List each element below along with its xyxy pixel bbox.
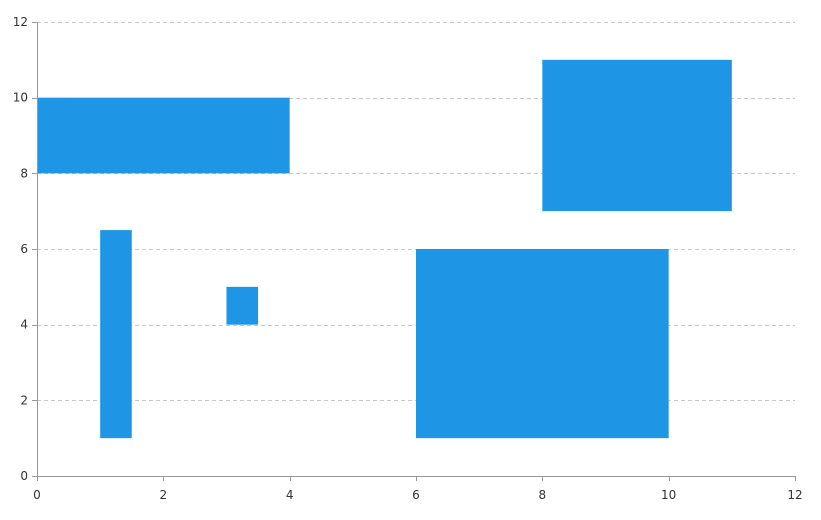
rectangle-4	[226, 286, 259, 325]
y-tick-label: 0	[20, 469, 28, 483]
rectangle-2	[542, 59, 732, 212]
y-tick-label: 2	[20, 393, 28, 407]
rectangle-5	[416, 249, 669, 439]
y-tick-label: 4	[20, 318, 28, 332]
y-axis-ticks: 0 2 4 6 8 10 12	[13, 15, 37, 483]
x-tick-label: 10	[661, 488, 676, 502]
x-tick-label: 6	[412, 488, 420, 502]
y-tick-label: 12	[13, 15, 28, 29]
plot-area	[37, 59, 732, 439]
x-axis-ticks: 0 2 4 6 8 10 12	[33, 476, 803, 502]
y-tick-label: 10	[13, 91, 28, 105]
x-tick-label: 12	[787, 488, 802, 502]
x-tick-label: 0	[33, 488, 41, 502]
y-tick-label: 6	[20, 242, 28, 256]
x-tick-label: 4	[286, 488, 294, 502]
y-tick-label: 8	[20, 166, 28, 180]
x-tick-label: 2	[160, 488, 168, 502]
rectangle-3	[100, 230, 132, 439]
x-tick-label: 8	[539, 488, 547, 502]
rectangle-1	[37, 97, 290, 174]
